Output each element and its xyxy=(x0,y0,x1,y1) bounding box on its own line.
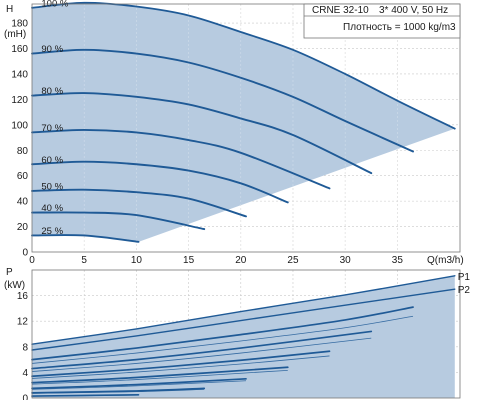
speed-label-40: 40 % xyxy=(41,203,63,214)
head-chart: 100 % 90 % 80 % 70 % 60 % 50 % 40 % 25 % 0 20 40 6… xyxy=(4,0,464,266)
head-y-tick: 0 xyxy=(22,248,28,259)
power-curve-3 xyxy=(31,330,373,370)
flow-x-tick: 25 xyxy=(287,255,299,266)
flow-x-tick: 5 xyxy=(81,255,87,266)
head-y-tick: 20 xyxy=(17,222,29,233)
power-curve-shaft-3 xyxy=(31,337,372,372)
flow-x-tick: 35 xyxy=(392,255,404,266)
head-curve-60 xyxy=(31,160,289,204)
power-curve-7 xyxy=(31,387,206,394)
power-curve-6 xyxy=(31,377,247,390)
power-operating-area xyxy=(32,275,455,398)
pump-info-box-frame xyxy=(303,3,461,39)
speed-label-90: 90 % xyxy=(41,44,63,55)
head-chart-frame xyxy=(31,3,461,253)
flow-x-tick-labels: 0 5 10 15 20 25 30 35 xyxy=(29,255,403,266)
power-y-tick: 4 xyxy=(22,368,28,379)
flow-x-tick: 10 xyxy=(131,255,143,266)
head-y-tick: 40 xyxy=(17,197,29,208)
power-curve-shaft-7 xyxy=(31,388,205,394)
power-curve-shaft-8 xyxy=(31,394,139,397)
power-axis-unit: (kW) xyxy=(4,280,25,291)
head-y-tick: 180 xyxy=(11,19,28,30)
power-curve-shaft-5 xyxy=(31,369,288,385)
head-curve-40 xyxy=(31,211,206,231)
power-chart-frame xyxy=(31,269,461,399)
head-operating-area xyxy=(32,2,455,242)
power-y-tick: 8 xyxy=(22,342,28,353)
speed-label-100: 100 % xyxy=(41,0,68,9)
power-curve-shaft-4 xyxy=(31,355,330,379)
head-curve-100 xyxy=(31,1,456,130)
power-y-tick: 16 xyxy=(17,291,29,302)
pump-supply: 3* 400 V, 50 Hz xyxy=(379,5,448,16)
head-curve-50 xyxy=(31,188,247,218)
head-axis-label: H xyxy=(6,4,13,15)
power-curve-shaft-2 xyxy=(31,315,414,364)
power-curve-p1 xyxy=(31,275,456,345)
speed-label-60: 60 % xyxy=(41,155,63,166)
power-y-tick: 12 xyxy=(17,317,29,328)
head-curve-70 xyxy=(31,128,331,190)
head-curve-90 xyxy=(31,48,414,153)
head-y-tick: 100 xyxy=(11,120,28,131)
pump-model: CRNE 32-10 xyxy=(312,5,369,16)
head-curve-25 xyxy=(31,234,140,243)
power-curves xyxy=(31,275,456,397)
flow-x-tick: 20 xyxy=(235,255,247,266)
flow-x-tick: 15 xyxy=(183,255,195,266)
speed-label-80: 80 % xyxy=(41,86,63,97)
power-y-tick-labels: 0 4 8 12 16 xyxy=(17,291,29,400)
head-y-tick: 140 xyxy=(11,69,28,80)
head-curves xyxy=(31,1,456,252)
head-axis-unit: (mH) xyxy=(4,29,26,40)
fluid-density: Плотность = 1000 kg/m3 xyxy=(343,22,456,33)
head-y-tick: 160 xyxy=(11,44,28,55)
power-label-p2: P2 xyxy=(458,285,471,296)
pump-info-box: CRNE 32-10 3* 400 V, 50 Hz Плотность = 1… xyxy=(303,3,461,39)
flow-axis-label: Q(m3/h) xyxy=(427,255,464,266)
head-curve-80 xyxy=(31,92,373,175)
power-curve-2 xyxy=(31,306,414,361)
flow-x-tick: 0 xyxy=(29,255,35,266)
speed-labels: 100 % 90 % 80 % 70 % 60 % 50 % 40 % 25 % xyxy=(41,0,68,237)
power-y-tick: 0 xyxy=(22,394,28,400)
head-y-tick: 60 xyxy=(17,171,29,182)
speed-label-50: 50 % xyxy=(41,182,63,193)
head-y-tick: 120 xyxy=(11,95,28,106)
head-y-tick: 80 xyxy=(17,146,29,157)
power-label-p1: P1 xyxy=(458,272,471,283)
power-curve-p2 xyxy=(31,288,456,351)
power-curve-shaft-6 xyxy=(31,380,247,390)
flow-x-tick: 30 xyxy=(340,255,352,266)
speed-label-70: 70 % xyxy=(41,123,63,134)
power-curve-4 xyxy=(31,350,331,378)
speed-label-25: 25 % xyxy=(41,226,63,237)
head-y-tick-labels: 0 20 40 60 80 100 120 140 160 180 xyxy=(11,19,28,259)
power-curve-5 xyxy=(31,366,289,384)
power-axis-label: P xyxy=(6,267,13,278)
